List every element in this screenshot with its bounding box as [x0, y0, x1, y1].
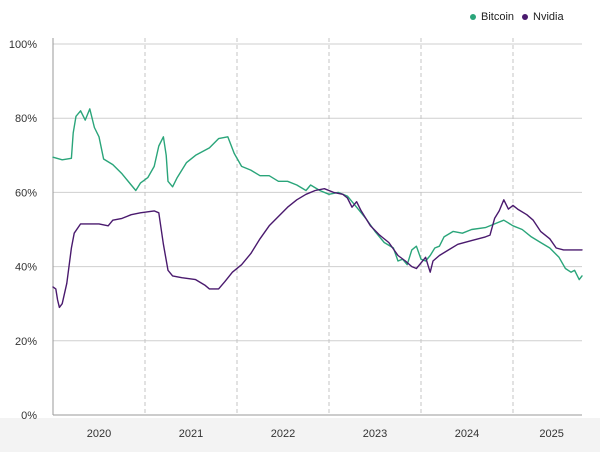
- legend-swatch-bitcoin: [470, 14, 476, 20]
- series-line-nvidia: [52, 188, 583, 309]
- y-tick-label: 40%: [15, 262, 37, 274]
- legend-label-nvidia: Nvidia: [533, 11, 564, 23]
- x-tick-label: 2022: [271, 428, 295, 440]
- x-tick-label: 2023: [363, 428, 387, 440]
- y-tick-label: 100%: [9, 39, 37, 51]
- bottom-band: [0, 418, 600, 452]
- x-tick-label: 2020: [87, 428, 111, 440]
- grid-layer: [52, 38, 582, 416]
- legend-label-bitcoin: Bitcoin: [481, 11, 515, 23]
- legend-swatch-nvidia: [522, 14, 529, 20]
- legend-item-nvidia: Nvidia: [522, 11, 564, 23]
- y-tick-label: 20%: [15, 336, 37, 348]
- x-tick-label: 2025: [539, 428, 563, 440]
- series-layer: [52, 108, 583, 309]
- y-tick-label: 60%: [15, 187, 37, 199]
- x-tick-label: 2021: [179, 428, 203, 440]
- series-line-bitcoin: [52, 108, 583, 281]
- chart-legend: Bitcoin Nvidia: [470, 11, 572, 23]
- legend-item-bitcoin: Bitcoin: [470, 11, 514, 23]
- y-tick-label: 80%: [15, 113, 37, 125]
- axis-layer: 0% 20% 40% 60% 80% 100% 2020 2021 2022 2023 2024 20…: [9, 39, 564, 440]
- y-tick-label: 0%: [21, 410, 37, 422]
- x-tick-label: 2024: [455, 428, 479, 440]
